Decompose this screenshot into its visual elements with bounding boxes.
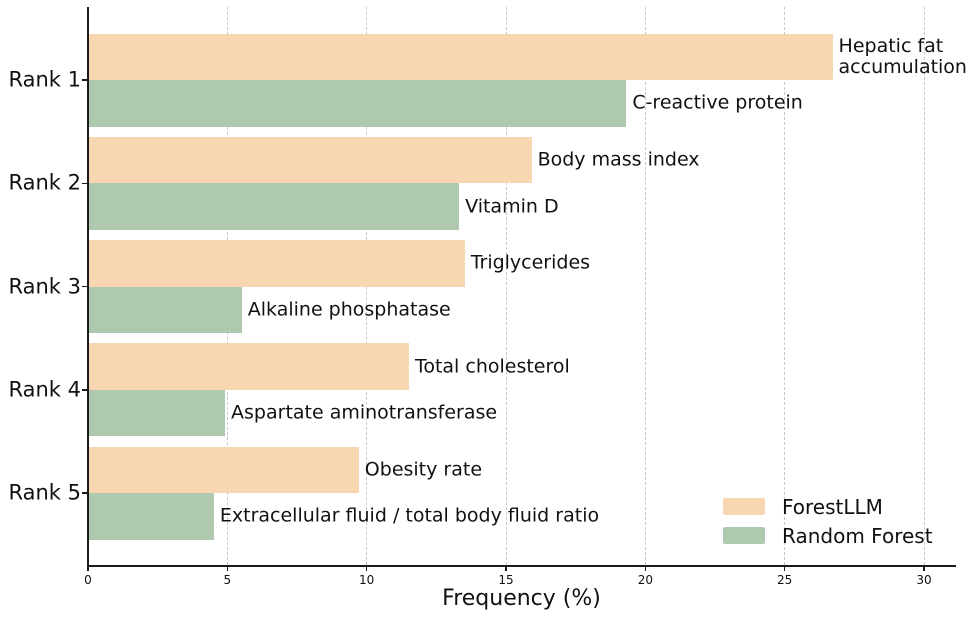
bar: [88, 80, 627, 127]
grid-line: [923, 7, 925, 565]
grid-line: [784, 7, 786, 565]
bar-label: C-reactive protein: [632, 91, 803, 114]
bar: [88, 446, 359, 494]
y-tick-mark: [82, 182, 87, 185]
grid-line: [644, 7, 646, 565]
x-tick-label: 10: [359, 573, 375, 587]
x-axis-line: [87, 565, 956, 567]
bar: [88, 33, 833, 80]
bar-label: Obesity rate: [364, 458, 483, 481]
bar: [88, 183, 460, 230]
bar-label: Vitamin D: [465, 195, 559, 218]
x-tick-mark: [644, 566, 647, 571]
x-tick-mark: [87, 566, 89, 571]
bar-label: Alkaline phosphatase: [247, 298, 451, 321]
y-tick-mark: [82, 285, 87, 288]
x-tick-label: 30: [916, 573, 932, 587]
y-tick-label: Rank 4: [8, 377, 81, 402]
grid-line: [505, 7, 507, 565]
bar-label: Body mass index: [537, 148, 700, 171]
x-tick-label: 0: [84, 573, 92, 587]
x-tick-label: 25: [777, 573, 793, 587]
legend: ForestLLM Random Forest: [723, 492, 933, 550]
bar-label: Total cholesterol: [414, 355, 570, 378]
x-tick-mark: [505, 566, 507, 571]
bar-label: Extracellular fluid / total body fluid r…: [219, 504, 600, 527]
y-tick-label: Rank 1: [8, 67, 81, 92]
y-tick-label: Rank 3: [8, 274, 81, 299]
x-tick-label: 15: [498, 573, 514, 587]
x-tick-label: 5: [223, 573, 232, 587]
bar-label: Triglycerides: [470, 251, 591, 274]
x-tick-mark: [365, 566, 368, 571]
legend-label-random-forest: Random Forest: [782, 523, 933, 548]
y-tick-mark: [82, 79, 87, 81]
bar-label: Hepatic fat accumulation: [838, 34, 967, 78]
bar: [88, 286, 242, 334]
x-axis-title: Frequency (%): [442, 586, 601, 611]
legend-item-random-forest: Random Forest: [723, 521, 933, 550]
bar: [88, 343, 409, 390]
y-tick-mark: [82, 389, 87, 391]
legend-swatch-random-forest: [723, 527, 765, 544]
x-tick-mark: [923, 566, 925, 571]
x-tick-mark: [783, 566, 786, 571]
y-tick-label: Rank 2: [8, 170, 81, 195]
y-tick-mark: [82, 492, 87, 494]
bar: [88, 493, 214, 540]
legend-item-forestllm: ForestLLM: [723, 492, 933, 521]
x-tick-mark: [226, 566, 229, 571]
bar: [88, 240, 465, 287]
legend-label-forestllm: ForestLLM: [782, 494, 883, 519]
bar-label: Aspartate aminotransferase: [231, 401, 498, 424]
bar: [88, 136, 532, 184]
y-tick-label: Rank 5: [8, 480, 81, 505]
y-axis-line: [87, 7, 89, 566]
legend-swatch-forestllm: [723, 498, 765, 515]
bar: [88, 389, 226, 437]
x-tick-label: 20: [637, 573, 653, 587]
